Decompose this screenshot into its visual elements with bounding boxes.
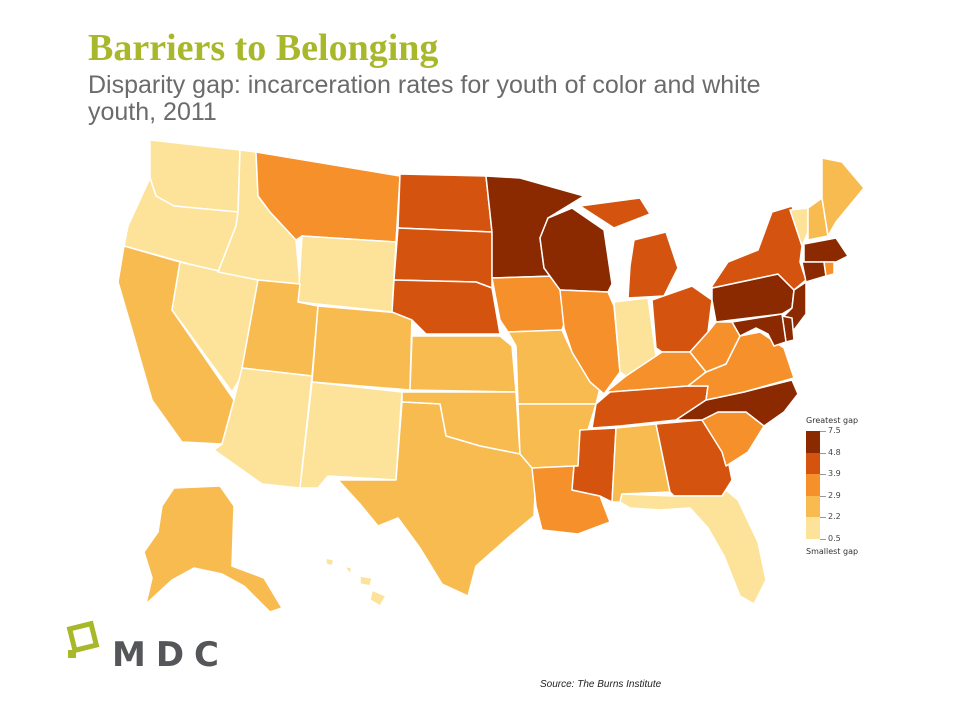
state-ne (391, 279, 501, 335)
legend-tick-label: 2.2 (828, 512, 841, 521)
legend-tick (820, 538, 826, 540)
state-tx (337, 401, 537, 597)
legend-swatch (806, 431, 820, 453)
state-me (821, 157, 865, 237)
state-ma (803, 237, 849, 263)
legend-row: 4.8 (806, 448, 886, 474)
state-il (559, 289, 621, 395)
legend-tick-label: 4.8 (828, 447, 841, 457)
state-sd (393, 227, 493, 289)
state-ct (801, 261, 827, 283)
state-fl (619, 489, 767, 605)
state-ny (711, 205, 807, 291)
state-ak (143, 485, 283, 613)
legend-swatch (806, 495, 820, 517)
legend-tick-label: 3.9 (828, 469, 841, 478)
legend-row: 2.9 (806, 491, 886, 517)
state-co (311, 305, 413, 391)
state-hi (325, 557, 387, 607)
legend-tick (820, 431, 826, 432)
state-mo (507, 329, 601, 405)
legend-scale: 7.5 4.8 3.9 2.9 2.2 0.5 (806, 426, 886, 543)
state-wy (297, 235, 397, 313)
legend-tick (820, 474, 826, 475)
legend-tick-label: 0.5 (828, 533, 841, 543)
slide-title: Barriers to Belonging (88, 27, 439, 69)
state-nm (299, 381, 403, 489)
state-ri (823, 261, 835, 277)
legend-row: 3.9 (806, 469, 886, 496)
legend-tick (820, 495, 826, 497)
legend-tick (820, 452, 826, 454)
legend-swatch (806, 452, 820, 474)
legend-swatch (806, 474, 820, 496)
legend-greatest-label: Greatest gap (806, 416, 859, 425)
source-credit: Source: The Burns Institute (540, 679, 662, 690)
legend-tick-label: 7.5 (828, 426, 841, 435)
map-legend: Greatest gap 7.5 4.8 3.9 2.9 2.2 0.5 Smallest… (806, 416, 886, 556)
slide-subtitle: Disparity gap: incarceration rates for y… (88, 71, 761, 126)
state-nd (397, 173, 493, 233)
mdc-logo-mark (66, 620, 100, 658)
legend-tick-label: 2.9 (828, 490, 841, 500)
legend-row: 2.2 (806, 512, 886, 539)
state-md (731, 313, 787, 347)
state-ks (409, 335, 517, 393)
mdc-logo-text: MDC (112, 635, 230, 675)
legend-tick (820, 517, 826, 518)
legend-smallest-label: Smallest gap (806, 546, 859, 556)
legend-row: 7.5 (806, 426, 886, 453)
legend-swatch (806, 517, 820, 539)
